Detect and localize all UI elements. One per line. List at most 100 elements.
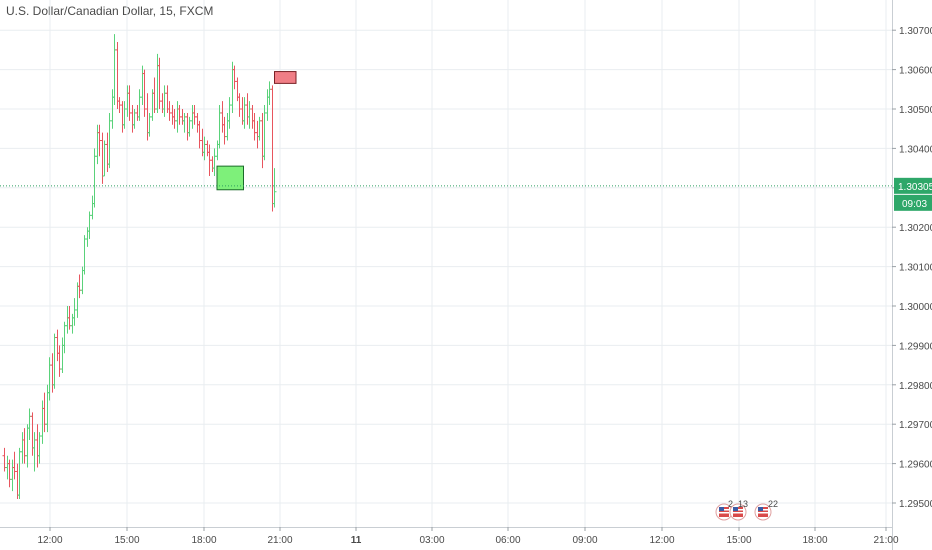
ohlc-bar bbox=[92, 148, 97, 208]
ohlc-bar bbox=[215, 140, 220, 161]
ohlc-bar bbox=[252, 112, 257, 141]
ohlc-bar bbox=[37, 432, 42, 464]
price-tick-label: 1.29600 bbox=[899, 460, 932, 471]
ohlc-bar bbox=[95, 124, 100, 165]
ohlc-bar bbox=[167, 101, 172, 121]
ohlc-bar bbox=[25, 424, 30, 468]
ohlc-bar bbox=[125, 85, 130, 117]
ohlc-bar bbox=[77, 274, 82, 299]
ohlc-bar bbox=[127, 85, 132, 121]
ohlc-bar bbox=[137, 89, 142, 121]
ohlc-bar bbox=[217, 105, 222, 149]
zones-layer bbox=[216, 71, 297, 191]
us-flag-icon[interactable] bbox=[754, 503, 772, 521]
ohlc-bar bbox=[47, 357, 52, 401]
ohlc-bar bbox=[20, 432, 25, 464]
price-tick-label: 1.30500 bbox=[899, 105, 932, 116]
ohlc-bar bbox=[152, 77, 157, 113]
ohlc-bar bbox=[150, 89, 155, 121]
price-tick-label: 1.30100 bbox=[899, 263, 932, 274]
ohlc-bar bbox=[255, 120, 260, 149]
ohlc-bar bbox=[212, 148, 217, 176]
current-price-badge: 1.30305 09:03 bbox=[894, 177, 932, 211]
ohlc-bar bbox=[82, 235, 87, 275]
ohlc-bar bbox=[12, 451, 17, 480]
price-tick-label: 1.29900 bbox=[899, 341, 932, 352]
time-tick-label: 06:00 bbox=[495, 535, 520, 546]
grid-lines bbox=[0, 0, 892, 527]
ohlc-bar bbox=[242, 97, 247, 129]
ohlc-bar bbox=[162, 85, 167, 117]
ohlc-bar bbox=[32, 432, 37, 472]
ohlc-bar bbox=[65, 306, 70, 334]
ohlc-bar bbox=[197, 120, 202, 149]
ohlc-bar bbox=[60, 337, 65, 373]
ohlc-bar bbox=[180, 109, 185, 125]
price-tick-label: 1.29700 bbox=[899, 420, 932, 431]
price-tick-label: 1.30700 bbox=[899, 26, 932, 37]
time-tick-label: 18:00 bbox=[802, 535, 827, 546]
ohlc-bar bbox=[120, 101, 125, 133]
ohlc-bar bbox=[22, 428, 27, 464]
chart-title: U.S. Dollar/Canadian Dollar, 15, FXCM bbox=[6, 4, 214, 18]
countdown-label: 09:03 bbox=[902, 199, 927, 210]
ohlc-bar bbox=[160, 93, 165, 113]
support-zone[interactable] bbox=[216, 165, 244, 191]
ohlc-bar bbox=[227, 97, 232, 129]
resistance-zone[interactable] bbox=[274, 71, 297, 84]
ohlc-bar bbox=[105, 132, 110, 173]
price-axis[interactable]: 1.307001.306001.305001.304001.303001.302… bbox=[892, 0, 932, 550]
us-flag-icon[interactable] bbox=[729, 503, 747, 521]
price-tick-label: 1.29500 bbox=[899, 499, 932, 510]
ohlc-bar bbox=[175, 101, 180, 133]
time-tick-label: 21:00 bbox=[873, 535, 898, 546]
time-axis[interactable]: 12:00 15:00 18:00 21:00 11 03:00 06:00 09:00 12:… bbox=[0, 527, 899, 546]
time-tick-label: 03:00 bbox=[419, 535, 444, 546]
ohlc-bar bbox=[142, 69, 147, 117]
ohlc-bar bbox=[222, 116, 227, 145]
ohlc-bar bbox=[187, 116, 192, 137]
ohlc-bar bbox=[220, 101, 225, 133]
ohlc-bar bbox=[265, 89, 270, 121]
ohlc-bar bbox=[135, 105, 140, 121]
us-flag-icon[interactable] bbox=[715, 503, 733, 521]
price-tick-label: 1.30600 bbox=[899, 66, 932, 77]
ohlc-bar bbox=[195, 112, 200, 133]
ohlc-bar bbox=[177, 105, 182, 125]
ohlc-bar bbox=[70, 313, 75, 334]
ohlc-bar bbox=[182, 112, 187, 133]
ohlc-bar bbox=[155, 53, 160, 113]
ohlc-bar bbox=[132, 109, 137, 129]
ohlc-bar bbox=[247, 101, 252, 129]
price-tick-label: 1.30000 bbox=[899, 302, 932, 313]
ohlc-bar bbox=[90, 195, 95, 220]
current-price-label: 1.30305 bbox=[898, 182, 932, 193]
price-tick-label: 1.30400 bbox=[899, 144, 932, 155]
ohlc-bar bbox=[237, 93, 242, 117]
ohlc-bar bbox=[62, 321, 67, 354]
ohlc-bar bbox=[267, 81, 272, 106]
ohlc-bar bbox=[10, 459, 15, 492]
ohlc-bar bbox=[115, 42, 120, 109]
ohlc-bar bbox=[30, 412, 35, 456]
ohlc-bar bbox=[57, 345, 62, 377]
time-tick-label: 09:00 bbox=[572, 535, 597, 546]
time-tick-label: 11 bbox=[351, 535, 362, 546]
event-label: 22 bbox=[768, 499, 778, 509]
ohlc-bar bbox=[72, 298, 77, 326]
time-tick-label: 12:00 bbox=[649, 535, 674, 546]
price-bars bbox=[2, 34, 277, 500]
price-axis-bg bbox=[892, 0, 932, 550]
time-tick-label: 12:00 bbox=[37, 535, 62, 546]
ohlc-bar bbox=[17, 447, 22, 500]
ohlc-bar bbox=[40, 400, 45, 444]
ohlc-bar bbox=[15, 463, 20, 500]
ohlc-bar bbox=[52, 333, 57, 389]
ohlc-bar bbox=[272, 168, 277, 208]
ohlc-bar bbox=[45, 384, 50, 433]
ohlc-bar bbox=[172, 109, 177, 129]
ohlc-bar bbox=[140, 65, 145, 106]
ohlc-bar bbox=[170, 105, 175, 125]
event-label: 2 bbox=[728, 499, 733, 509]
